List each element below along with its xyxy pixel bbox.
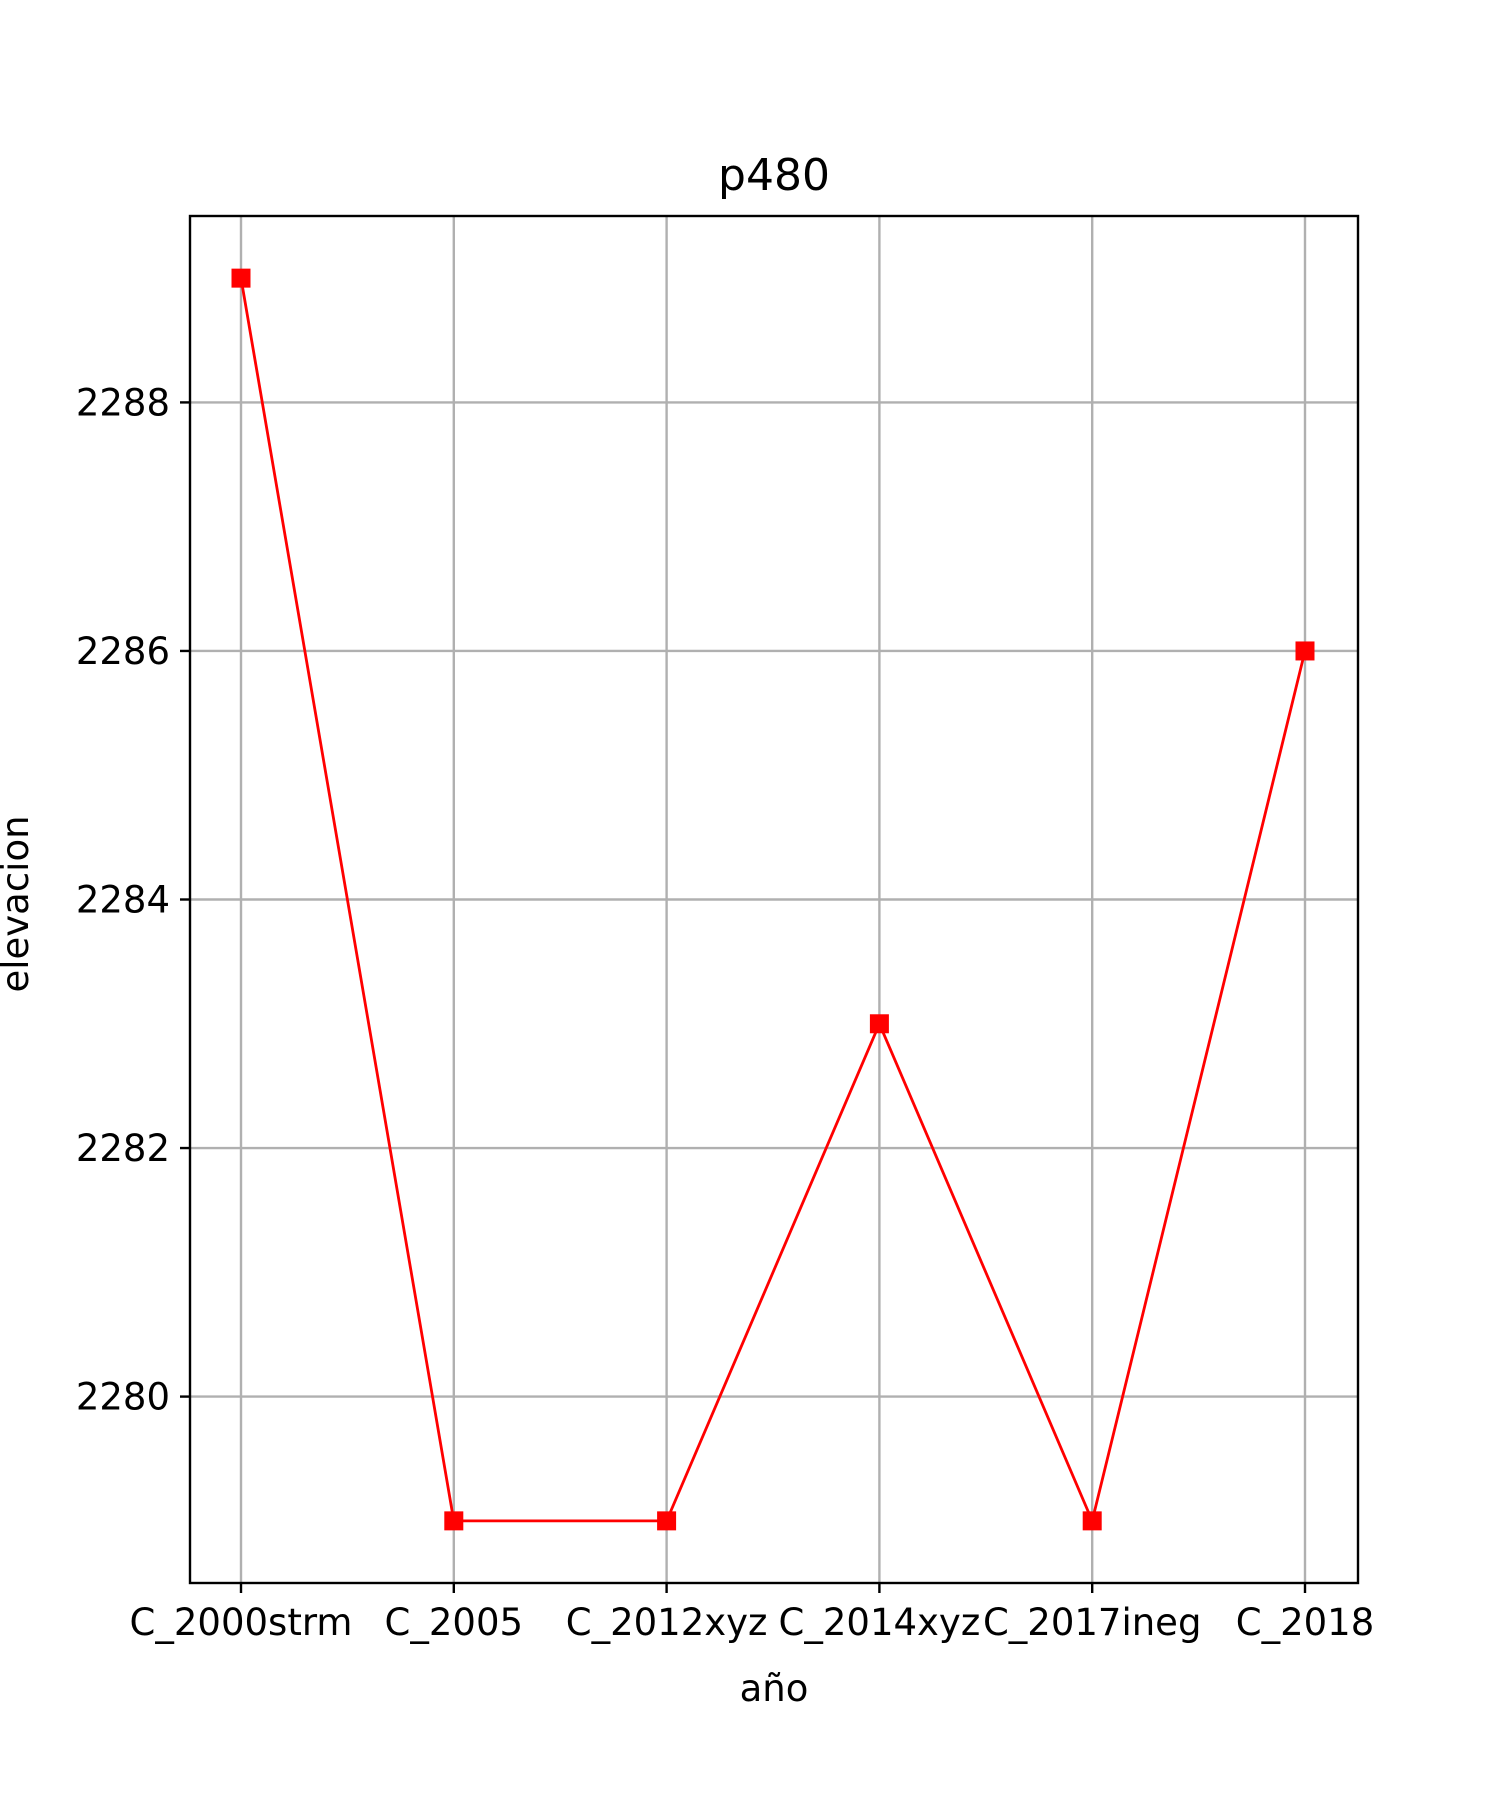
data-point-marker	[1082, 1511, 1102, 1531]
series-line	[239, 277, 1307, 1526]
grid-layer	[190, 216, 1358, 1583]
data-point-marker	[1295, 641, 1315, 661]
x-tick-label: C_2000strm	[130, 1601, 353, 1644]
y-tick-label: 2280	[76, 1376, 170, 1419]
x-tick-label: C_2012xyz	[566, 1601, 768, 1644]
y-tick-label: 2284	[76, 879, 170, 922]
data-point-marker	[869, 1014, 889, 1034]
data-point-marker	[231, 268, 251, 288]
x-axis-label: año	[740, 1667, 809, 1710]
y-axis-label: elevacion	[0, 815, 37, 992]
chart-title: p480	[718, 150, 830, 201]
x-tick-label: C_2018	[1236, 1601, 1375, 1644]
y-tick-label: 2288	[76, 381, 170, 424]
y-tick-label: 2286	[76, 630, 170, 673]
x-tick-label: C_2017ineg	[983, 1601, 1201, 1644]
x-tick-label: C_2014xyz	[779, 1601, 981, 1644]
data-point-marker	[444, 1511, 464, 1531]
data-point-marker	[657, 1511, 677, 1531]
data-layer	[231, 268, 1315, 1531]
tick-layer: C_2000strm C_2005 C_2012xyz C_2014xyz C_2017…	[76, 381, 1374, 1644]
x-tick-label: C_2005	[385, 1601, 524, 1644]
y-tick-label: 2282	[76, 1127, 170, 1170]
